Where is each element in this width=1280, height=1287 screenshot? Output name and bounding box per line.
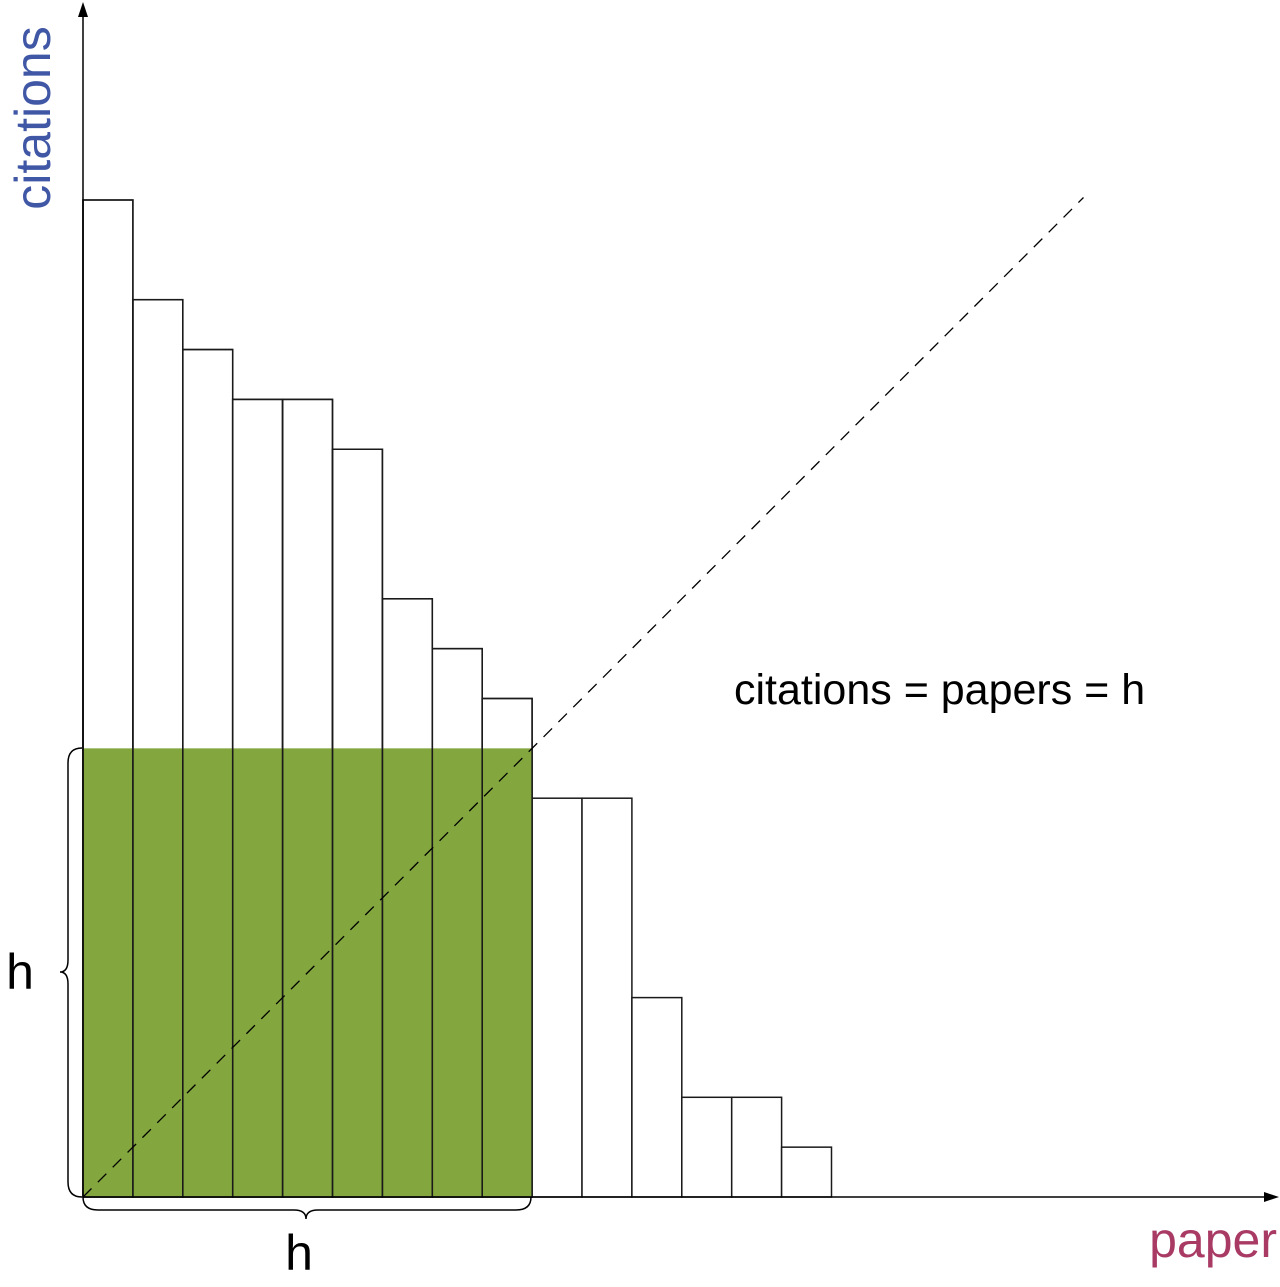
x-axis-label: paper [1149,1212,1277,1268]
y-brace-icon [59,747,83,1198]
h-label-x: h [285,1225,313,1281]
y-axis-label: citations [5,26,61,209]
bar-13 [681,1096,733,1198]
diagonal-line [82,197,1084,1198]
equation-annotation: citations = papers = h [734,666,1145,714]
bar-15 [780,1146,833,1198]
x-axis-arrow-icon [1264,1192,1279,1202]
h-label-y: h [6,944,34,1000]
bar-12 [631,996,683,1198]
bar-10 [531,797,583,1198]
bar-11 [581,797,633,1198]
x-brace-icon [82,1196,532,1220]
bar-14 [730,1096,783,1198]
y-axis-arrow-icon [78,2,88,17]
